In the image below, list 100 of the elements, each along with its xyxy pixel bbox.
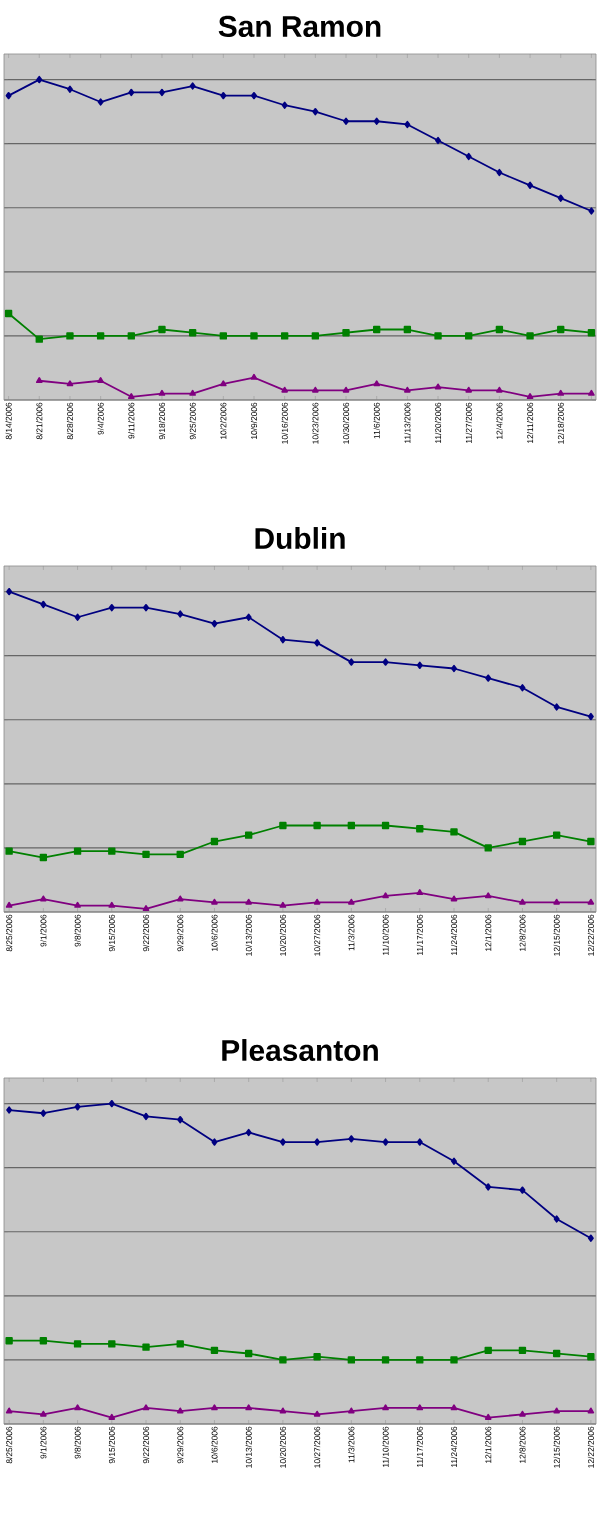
- point: [373, 117, 380, 125]
- point: [416, 1138, 423, 1146]
- point: [416, 889, 424, 896]
- point: [245, 898, 252, 905]
- point: [279, 901, 287, 908]
- point: [553, 898, 560, 905]
- point: [557, 389, 565, 396]
- point: [313, 1353, 321, 1361]
- point: [450, 895, 458, 902]
- point: [39, 1337, 48, 1345]
- point: [519, 684, 526, 692]
- point: [313, 821, 321, 830]
- point: [127, 332, 135, 340]
- point: [176, 850, 184, 859]
- point: [66, 332, 74, 340]
- point: [5, 1407, 13, 1414]
- point: [588, 389, 595, 396]
- point: [73, 847, 82, 855]
- point: [465, 152, 472, 161]
- point: [347, 1356, 356, 1364]
- point: [96, 332, 105, 340]
- point: [127, 393, 135, 400]
- point: [347, 821, 356, 830]
- point: [587, 712, 594, 721]
- point: [382, 1138, 389, 1146]
- point: [74, 1103, 81, 1111]
- point: [314, 1138, 321, 1146]
- point: [587, 1353, 595, 1361]
- point: [403, 325, 412, 334]
- point: [279, 1138, 286, 1146]
- point: [6, 587, 13, 596]
- point: [519, 1186, 526, 1194]
- point: [416, 661, 423, 669]
- point: [485, 674, 492, 682]
- point: [40, 895, 47, 902]
- point: [250, 332, 258, 340]
- point: [108, 847, 116, 855]
- point: [219, 332, 228, 340]
- point: [39, 853, 48, 862]
- point: [279, 635, 286, 644]
- point: [108, 1413, 116, 1420]
- point: [220, 91, 227, 100]
- point: [211, 1138, 218, 1146]
- point: [382, 892, 389, 899]
- point: [552, 831, 561, 839]
- point: [66, 85, 73, 93]
- point: [211, 619, 218, 628]
- point: [280, 332, 289, 340]
- point: [281, 386, 288, 393]
- point: [434, 383, 442, 390]
- point: [373, 325, 381, 334]
- point: [189, 389, 196, 396]
- point: [176, 1407, 184, 1414]
- point: [188, 329, 197, 337]
- point: [210, 1346, 219, 1354]
- point: [5, 901, 13, 908]
- point: [74, 613, 81, 621]
- point: [251, 91, 257, 100]
- point: [108, 603, 115, 612]
- point: [176, 895, 184, 902]
- point: [313, 1410, 321, 1417]
- point: [73, 1340, 82, 1348]
- point: [553, 1215, 560, 1223]
- point: [342, 386, 350, 393]
- point: [342, 329, 350, 337]
- point: [527, 181, 534, 190]
- point: [66, 380, 74, 387]
- point: [553, 703, 560, 711]
- point: [220, 380, 227, 387]
- chart-title: San Ramon: [218, 15, 381, 37]
- point: [587, 329, 596, 337]
- point: [74, 1404, 81, 1411]
- point: [518, 1346, 527, 1354]
- point: [211, 898, 218, 905]
- point: [404, 386, 411, 393]
- point: [158, 88, 165, 97]
- point: [4, 309, 13, 318]
- point: [587, 898, 595, 905]
- point: [343, 117, 350, 125]
- point: [245, 1404, 252, 1411]
- point: [416, 1404, 424, 1411]
- point: [450, 828, 458, 836]
- point: [557, 194, 564, 202]
- point: [176, 1340, 184, 1348]
- point: [158, 389, 166, 396]
- point: [245, 613, 252, 621]
- point: [97, 377, 104, 384]
- point: [587, 1234, 594, 1242]
- point: [311, 332, 320, 340]
- point: [143, 603, 150, 612]
- point: [382, 1404, 389, 1411]
- point: [312, 107, 319, 116]
- point: [245, 1128, 252, 1137]
- point: [381, 821, 390, 830]
- point: [519, 1410, 526, 1417]
- point: [526, 332, 534, 340]
- point: [281, 101, 288, 109]
- point: [451, 664, 457, 673]
- point: [526, 393, 534, 400]
- point: [587, 1407, 595, 1414]
